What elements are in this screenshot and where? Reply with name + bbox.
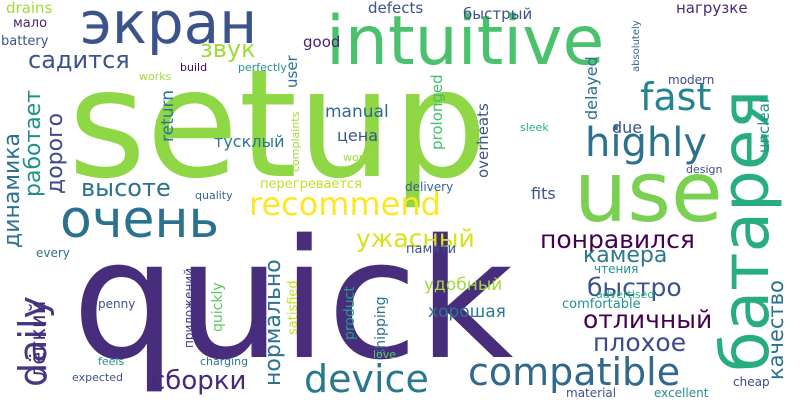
word-rabotaet: работает bbox=[21, 89, 46, 197]
word-expected: expected bbox=[72, 371, 123, 384]
word-sborki: сборки bbox=[151, 366, 247, 396]
word-comfortable: comfortable bbox=[562, 297, 641, 312]
word-advertised: advertised bbox=[596, 288, 655, 301]
word-excellent: excellent bbox=[654, 386, 709, 400]
word-overheats: overheats bbox=[474, 103, 492, 178]
word-satisfied: satisfied bbox=[286, 280, 301, 335]
word-peregrevaetsya: перегревается bbox=[260, 177, 362, 192]
word-recommend: recommend bbox=[249, 185, 441, 223]
word-use: use bbox=[574, 143, 723, 241]
word-worth: worth bbox=[343, 151, 375, 164]
word-manual: manual bbox=[325, 102, 389, 122]
word-battery: battery bbox=[1, 34, 49, 49]
word-modern: modern bbox=[668, 73, 715, 87]
word-quality: quality bbox=[195, 189, 233, 202]
word-zvuk: звук bbox=[200, 35, 256, 63]
word-return: return bbox=[158, 90, 178, 142]
word-defects: defects bbox=[368, 0, 424, 17]
word-kachestvo: качество bbox=[764, 280, 788, 380]
word-sleek: sleek bbox=[520, 121, 549, 134]
word-device: device bbox=[304, 357, 429, 400]
word-drains: drains bbox=[6, 0, 53, 17]
word-quick: quick bbox=[72, 204, 514, 396]
word-chteniya: чтения bbox=[594, 262, 639, 276]
word-prilozheniy: приложений bbox=[182, 268, 196, 348]
word-unclear: unclear bbox=[755, 96, 773, 153]
word-khoroshaya: хорошая bbox=[428, 302, 506, 322]
word-love: love bbox=[373, 348, 397, 361]
word-good: good bbox=[303, 33, 341, 51]
word-fits: fits bbox=[531, 184, 556, 203]
word-saditsya: садится bbox=[28, 46, 130, 74]
word-user: user bbox=[283, 55, 301, 88]
word-dorogo: дорого bbox=[43, 112, 68, 194]
word-kamera: камера bbox=[583, 243, 668, 268]
word-malo: мало bbox=[13, 16, 48, 31]
word-plokhoe: плохое bbox=[593, 328, 687, 357]
word-prolonged: prolonged bbox=[428, 74, 446, 150]
word-delayed: delayed bbox=[582, 56, 601, 120]
word-design: design bbox=[686, 163, 723, 176]
word-normalno: нормально bbox=[261, 259, 286, 386]
word-ponravilsya: понравился bbox=[540, 225, 695, 254]
word-tusklyi: тусклый bbox=[214, 132, 285, 151]
word-nagruzke: нагрузке bbox=[676, 0, 748, 17]
word-complaints: complaints bbox=[289, 111, 302, 172]
word-fast: fast bbox=[640, 75, 712, 119]
word-absolutely: absolutely bbox=[631, 20, 642, 72]
word-vysote: высоте bbox=[81, 174, 171, 202]
word-product: product bbox=[342, 286, 358, 340]
word-uzhasnyi: ужасный bbox=[356, 224, 475, 253]
word-ochen: очень bbox=[60, 190, 220, 250]
word-intuitive: intuitive bbox=[326, 2, 605, 81]
word-due: due bbox=[612, 118, 643, 137]
word-bystryi: быстрый bbox=[463, 5, 533, 23]
word-legkiy: лёгкий bbox=[26, 300, 50, 378]
word-build: build bbox=[180, 61, 208, 74]
word-works: works bbox=[139, 70, 172, 83]
word-udobnyi: удобный bbox=[424, 275, 503, 295]
word-bystro: быстро bbox=[587, 273, 682, 302]
word-quickly: quickly bbox=[210, 282, 226, 332]
word-cheap: cheap bbox=[733, 375, 770, 389]
word-perfectly: perfectly bbox=[238, 61, 287, 74]
word-otlichnyi: отличный bbox=[583, 305, 713, 334]
word-ekran: экран bbox=[80, 0, 258, 57]
word-tsena: цена bbox=[337, 126, 378, 145]
word-pamyati: памяти bbox=[406, 242, 457, 257]
word-delivery: delivery bbox=[405, 180, 454, 194]
word-setup: setup bbox=[68, 38, 488, 212]
word-highly: highly bbox=[585, 120, 707, 166]
word-every: every bbox=[36, 246, 70, 260]
word-charging: charging bbox=[200, 355, 249, 368]
word-penny: penny bbox=[98, 297, 136, 311]
word-compatible: compatible bbox=[468, 350, 681, 394]
word-material: material bbox=[566, 386, 617, 400]
word-feels: feels bbox=[98, 355, 125, 368]
